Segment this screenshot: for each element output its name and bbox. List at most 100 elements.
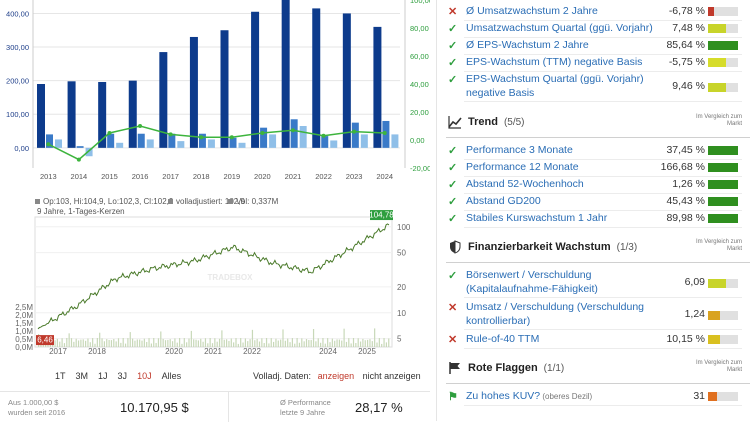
- volume-bar: [171, 341, 174, 347]
- bar: [281, 0, 290, 148]
- legend-item: volladjustiert: 102,9: [176, 197, 245, 206]
- rating-fill: [708, 180, 738, 189]
- volume-bar: [324, 343, 326, 347]
- volume-bar: [345, 341, 348, 347]
- volume-bar: [139, 339, 141, 347]
- criterion-row: ✓ Performance 12 Monate 166,68 %: [446, 160, 750, 177]
- volume-bar: [261, 338, 263, 347]
- shield-icon: [448, 240, 462, 254]
- volume-bar: [371, 341, 373, 347]
- criterion-row: ✓ Abstand GD200 45,43 %: [446, 194, 750, 211]
- y-right-tick: 40,00: [410, 80, 429, 89]
- volume-bar: [87, 338, 89, 347]
- bar: [85, 147, 93, 157]
- bar: [260, 127, 268, 148]
- section-title: Rote Flaggen (1/1): [468, 362, 565, 374]
- volume-bar: [56, 338, 58, 347]
- bar: [168, 133, 176, 148]
- volume-bar: [273, 341, 275, 347]
- rating-bar: [708, 197, 738, 206]
- volume-bar: [374, 328, 376, 347]
- range-3m[interactable]: 3M: [75, 371, 89, 381]
- range-3j[interactable]: 3J: [117, 371, 128, 381]
- volume-bar: [294, 343, 296, 347]
- range-1t[interactable]: 1T: [55, 371, 66, 381]
- range-alles[interactable]: Alles: [161, 371, 182, 381]
- volume-bar: [73, 341, 75, 347]
- volume-tick: 2,0M: [15, 311, 33, 320]
- price-chart[interactable]: Op:103, Hi:104,9, Lo:102,3, Cl:102,9 voll…: [0, 195, 430, 355]
- volume-bar: [242, 342, 244, 347]
- criterion-row: ✓ Ø EPS-Wachstum 2 Jahre 85,64 %: [446, 38, 750, 55]
- y-right-tick: 60,00: [410, 52, 429, 61]
- rating-fill: [708, 146, 738, 155]
- x-tick: 2024: [376, 172, 393, 181]
- rating-fill: [708, 279, 726, 288]
- volume-bar: [359, 341, 362, 347]
- check-icon: ✓: [448, 57, 458, 69]
- volume-bar: [364, 340, 366, 347]
- invest-value: 10.170,95 $: [120, 400, 189, 415]
- volume-bar: [146, 342, 148, 347]
- criterion-value: 166,68 %: [660, 161, 705, 173]
- rating-bar: [708, 41, 738, 50]
- volume-bar: [162, 338, 164, 347]
- range-1j[interactable]: 1J: [98, 371, 108, 381]
- criterion-value: -5,75 %: [668, 56, 705, 68]
- growth-point: [199, 135, 204, 140]
- criterion-sublabel: (oberes Dezil): [540, 392, 593, 401]
- criterion-label: Performance 3 Monate: [466, 144, 573, 156]
- volume-bar: [338, 339, 340, 347]
- section-title: Trend (5/5): [468, 116, 525, 128]
- adjusted-show-link[interactable]: anzeigen: [317, 371, 355, 381]
- volume-bar: [348, 338, 350, 347]
- x-tick: 2025: [358, 347, 376, 355]
- bar: [321, 136, 329, 148]
- bar: [37, 84, 45, 148]
- volume-bar: [355, 343, 357, 347]
- section-count: (1/1): [543, 363, 565, 374]
- rating-bar: [708, 214, 738, 223]
- range-10j[interactable]: 10J: [137, 371, 152, 381]
- volume-bar: [327, 338, 329, 347]
- range-selector: 1T 3M 1J 3J 10J Alles: [55, 371, 181, 381]
- volume-bar: [68, 333, 70, 347]
- adjusted-hide-link[interactable]: nicht anzeigen: [362, 371, 421, 381]
- rating-bar: [708, 24, 738, 33]
- criterion-label: Ø EPS-Wachstum 2 Jahre: [466, 39, 589, 51]
- y-right-tick: 100: [397, 223, 411, 232]
- bar: [137, 133, 145, 148]
- criterion-label: Börsenwert / Verschuldung (Kapitalaufnah…: [466, 269, 598, 295]
- volume-bar: [385, 342, 387, 347]
- volume-bar: [381, 343, 383, 347]
- criterion-row: ✓ EPS-Wachstum Quartal (ggü. Vorjahr) neg…: [446, 72, 750, 102]
- volume-bar: [289, 342, 291, 347]
- criterion-row: ✕ Ø Umsatzwachstum 2 Jahre -6,78 %: [446, 4, 750, 21]
- criterion-label: Abstand GD200: [466, 195, 541, 207]
- volume-bar: [352, 338, 355, 347]
- volume-bar: [80, 339, 82, 347]
- rating-bar: [708, 83, 738, 92]
- bar: [107, 133, 115, 148]
- volume-bar: [190, 330, 192, 347]
- section-header: Rote Flaggen (1/1) Im Vergleich zum Markt: [446, 354, 750, 384]
- volume-bar: [92, 338, 94, 347]
- volume-bar: [336, 339, 338, 347]
- volume-bar: [305, 339, 308, 347]
- volume-bar: [303, 341, 305, 347]
- volume-bar: [148, 338, 150, 347]
- volume-bar: [127, 338, 129, 347]
- volume-bar: [110, 340, 113, 347]
- volume-bar: [308, 340, 310, 347]
- growth-bar-chart: 0,00 100,00 200,00 300,00 400,00 -20,00 0,00 20…: [6, 0, 430, 181]
- volume-bar: [329, 342, 331, 347]
- rating-bar: [708, 335, 738, 344]
- check-icon: ✓: [448, 179, 458, 191]
- criterion-value: 45,43 %: [666, 195, 705, 207]
- invest-label-line1: Aus 1.000,00 $: [8, 398, 59, 407]
- volume-bar: [287, 338, 289, 347]
- volume-bar: [315, 341, 317, 347]
- volume-bar: [226, 339, 228, 347]
- cross-icon: ✕: [448, 302, 458, 314]
- bar: [360, 134, 368, 148]
